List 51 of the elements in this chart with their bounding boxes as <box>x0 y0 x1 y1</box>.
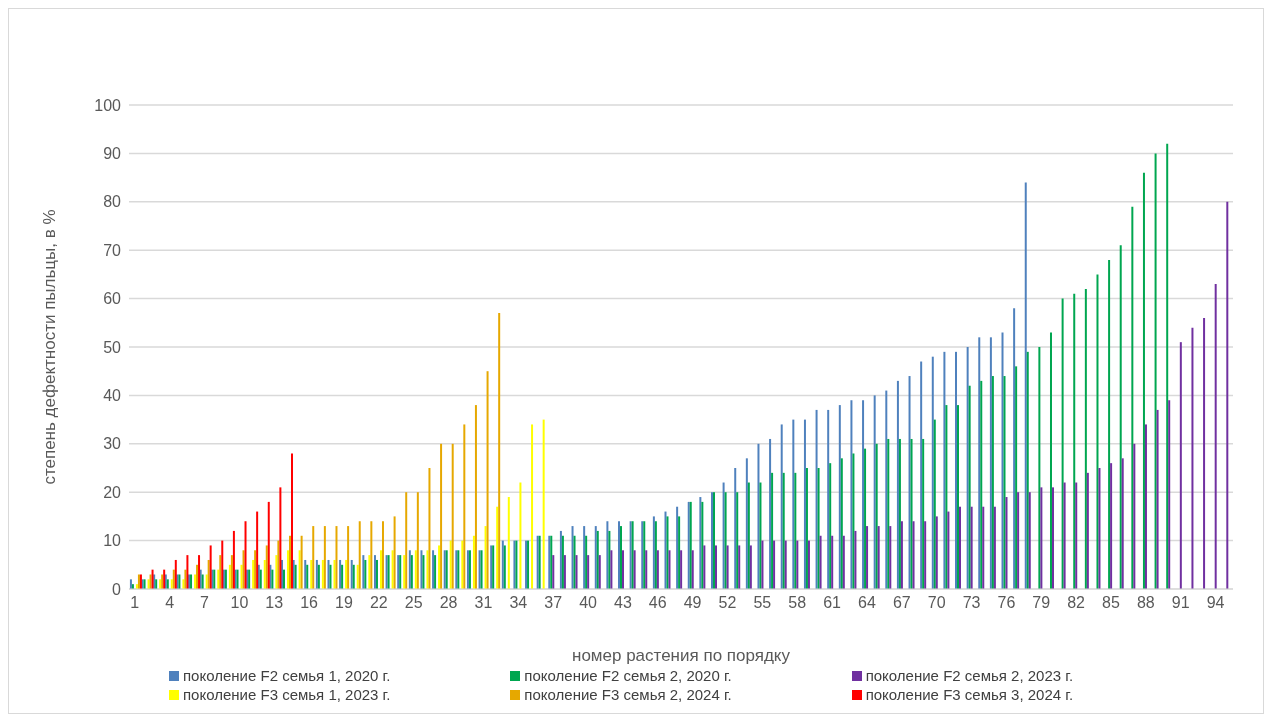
legend-label: поколение F3 семья 3, 2024 г. <box>865 686 1074 703</box>
y-tick-label: 90 <box>103 145 122 163</box>
x-tick-label: 10 <box>230 594 249 612</box>
x-tick-label: 16 <box>300 594 319 612</box>
y-tick-label: 30 <box>103 435 122 453</box>
y-tick-label: 40 <box>103 387 122 405</box>
x-tick-label: 19 <box>335 594 353 612</box>
y-tick-label: 60 <box>103 290 122 308</box>
x-tick-label: 40 <box>579 594 598 612</box>
y-tick-label: 80 <box>103 193 122 211</box>
x-tick-label: 1 <box>130 594 140 612</box>
x-tick-label: 13 <box>265 594 284 612</box>
x-tick-label: 82 <box>1067 594 1086 612</box>
x-tick-label: 28 <box>439 594 458 612</box>
x-tick-label: 4 <box>165 594 175 612</box>
x-tick-label: 46 <box>648 594 667 612</box>
x-tick-label: 52 <box>718 594 737 612</box>
y-tick-label: 100 <box>94 96 122 114</box>
x-tick-label: 61 <box>823 594 842 612</box>
legend-label: поколение F2 семья 2, 2020 г. <box>524 667 732 684</box>
x-tick-label: 31 <box>474 594 493 612</box>
y-axis-title: степень дефектности пыльцы, в % <box>40 209 60 485</box>
x-tick-label: 94 <box>1206 594 1225 612</box>
x-tick-label: 25 <box>404 594 423 612</box>
y-tick-label: 10 <box>103 532 122 550</box>
y-tick-label: 20 <box>103 483 122 501</box>
x-tick-label: 55 <box>753 594 772 612</box>
x-tick-label: 73 <box>962 594 981 612</box>
x-tick-label: 79 <box>1032 594 1051 612</box>
x-tick-label: 37 <box>544 594 563 612</box>
legend-label: поколение F3 семья 2, 2024 г. <box>524 686 732 703</box>
x-tick-label: 64 <box>858 594 876 612</box>
y-tick-label: 70 <box>103 241 122 259</box>
x-tick-label: 67 <box>892 594 911 612</box>
legend-label: поколение F2 семья 1, 2020 г. <box>183 667 391 684</box>
x-tick-label: 70 <box>927 594 946 612</box>
x-tick-label: 49 <box>683 594 702 612</box>
x-tick-label: 43 <box>614 594 632 612</box>
x-tick-label: 34 <box>509 594 528 612</box>
x-axis-title: номер растения по порядку <box>572 646 791 665</box>
x-tick-label: 88 <box>1136 594 1155 612</box>
x-tick-label: 91 <box>1171 594 1190 612</box>
x-tick-label: 85 <box>1102 594 1120 612</box>
x-tick-label: 58 <box>788 594 807 612</box>
y-tick-label: 0 <box>112 580 122 598</box>
legend-label: поколение F3 семья 1, 2023 г. <box>183 686 391 703</box>
legend-label: поколение F2 семья 2, 2023 г. <box>865 667 1074 684</box>
x-tick-label: 7 <box>200 594 210 612</box>
x-tick-label: 76 <box>997 594 1016 612</box>
x-tick-label: 22 <box>369 594 388 612</box>
y-tick-label: 50 <box>103 338 122 356</box>
